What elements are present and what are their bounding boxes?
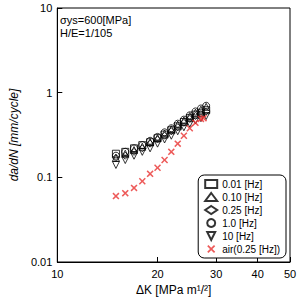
svg-text:0.1: 0.1 [37,171,52,183]
svg-text:H/E=1/105: H/E=1/105 [60,27,112,39]
svg-text:20: 20 [151,268,163,280]
svg-text:0.01: 0.01 [31,256,52,268]
svg-text:10: 10 [40,2,52,14]
svg-text:50: 50 [284,268,296,280]
svg-text:1: 1 [46,87,52,99]
svg-text:air(0.25 [Hz]): air(0.25 [Hz]) [222,244,280,255]
svg-text:σys=600[MPa]: σys=600[MPa] [60,14,131,26]
svg-text:0.01 [Hz]: 0.01 [Hz] [222,179,262,190]
svg-text:da/dN [mm/cycle]: da/dN [mm/cycle] [7,88,21,181]
svg-text:30: 30 [210,268,222,280]
svg-text:10 [Hz]: 10 [Hz] [222,231,254,242]
svg-text:40: 40 [252,268,264,280]
svg-text:ΔK [MPa m¹/²]: ΔK [MPa m¹/²] [136,283,211,297]
svg-text:0.25 [Hz]: 0.25 [Hz] [222,205,262,216]
svg-text:0.10 [Hz]: 0.10 [Hz] [222,192,262,203]
svg-text:1.0 [Hz]: 1.0 [Hz] [222,218,257,229]
svg-text:10: 10 [51,268,63,280]
